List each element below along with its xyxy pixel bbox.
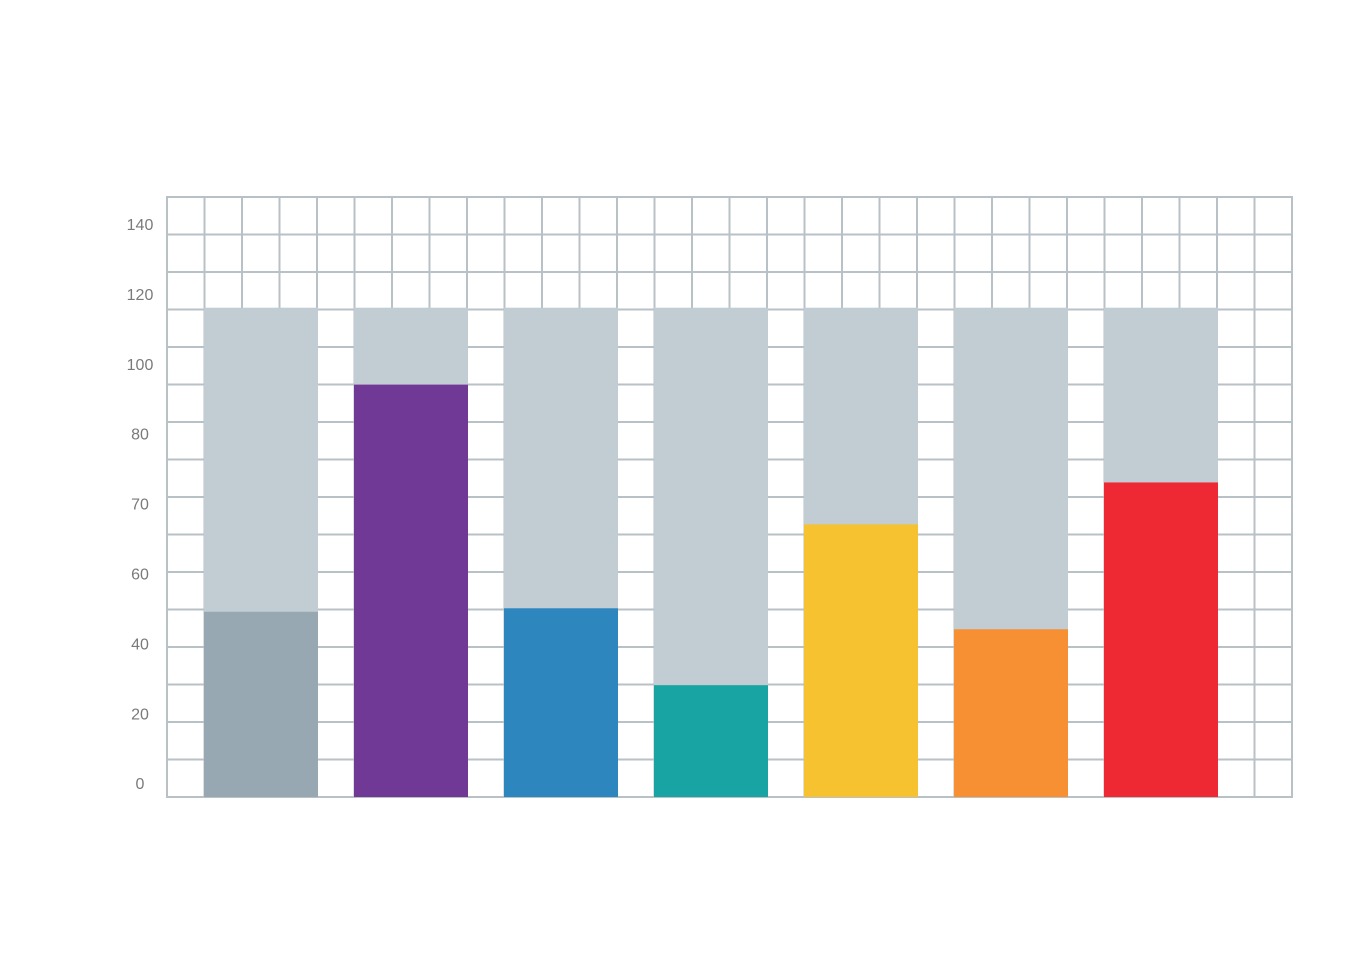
y-tick-label: 40 (131, 636, 149, 653)
y-tick-label: 120 (127, 287, 154, 304)
y-tick-label: 0 (136, 776, 145, 793)
y-tick-label: 20 (131, 706, 149, 723)
bar (204, 611, 318, 797)
y-tick-label: 70 (131, 497, 149, 514)
bar (504, 608, 618, 797)
y-tick-label: 100 (127, 357, 154, 374)
y-axis: 0 20 40 60 70 80 100 120 140 (127, 217, 154, 793)
bars (204, 307, 1218, 797)
y-tick-label: 140 (127, 217, 154, 234)
bar (654, 685, 768, 797)
bar (804, 524, 918, 797)
y-tick-label: 80 (131, 427, 149, 444)
bar (954, 629, 1068, 797)
y-tick-label: 60 (131, 567, 149, 584)
bar (354, 384, 468, 797)
bar (1104, 482, 1218, 797)
